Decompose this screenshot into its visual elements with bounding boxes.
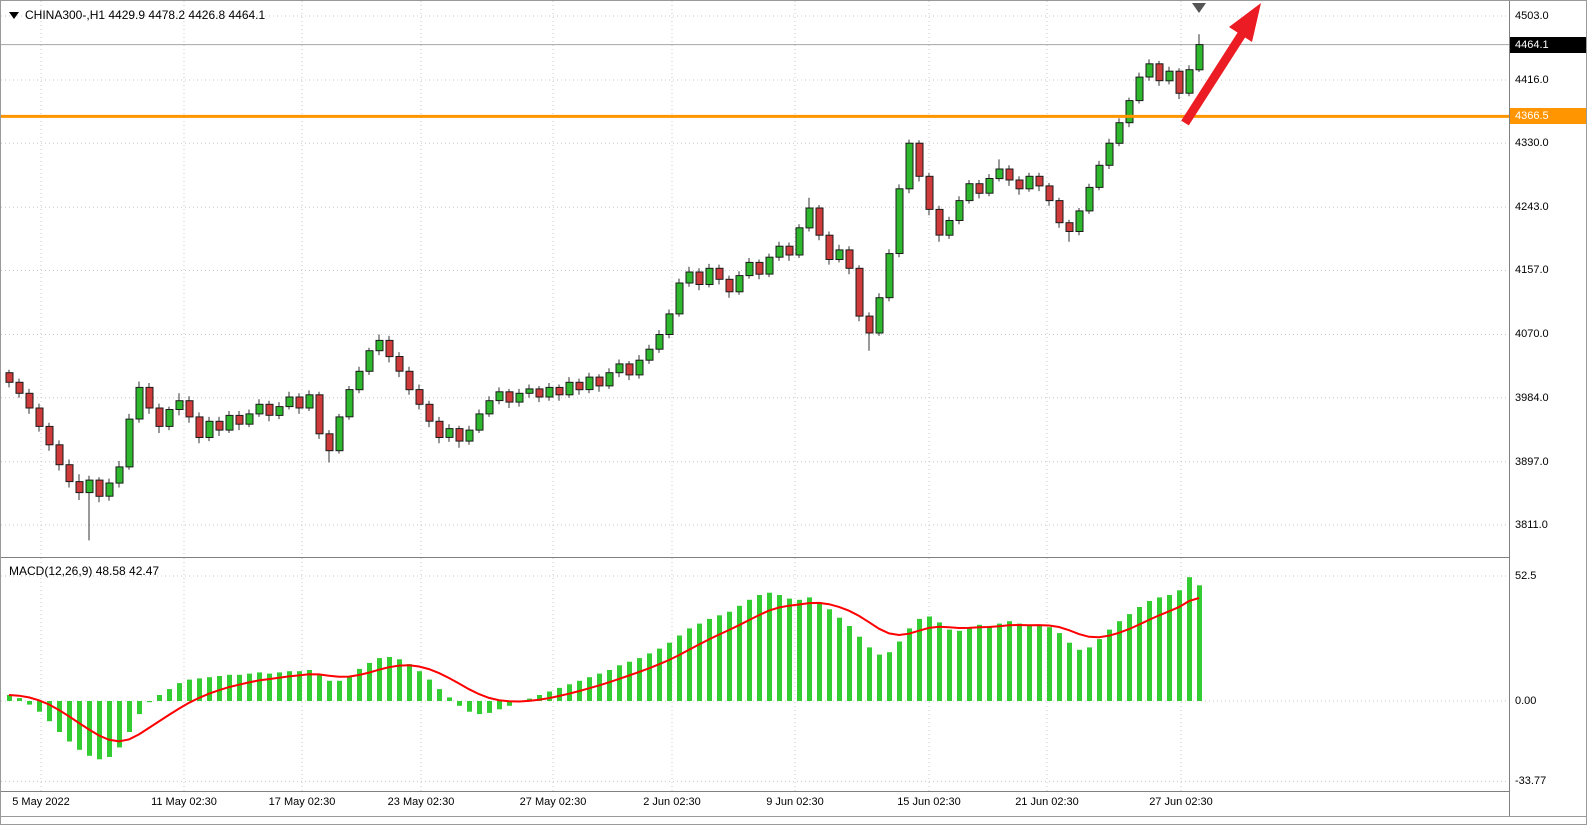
time-axis[interactable]: 5 May 2022 11 May 02:30 17 May 02:30 23 May…	[1, 792, 1586, 816]
price-axis-label: 4416.0	[1515, 74, 1549, 86]
price-axis-label: 3984.0	[1515, 392, 1549, 404]
price-axis[interactable]: 4503.0 4416.0 4330.0 4243.0 4157.0 4070.0 3984…	[1509, 1, 1586, 816]
time-axis-label: 27 Jun 02:30	[1149, 796, 1213, 808]
price-axis-label: 3811.0	[1515, 519, 1548, 531]
macd-axis-label: 0.00	[1515, 695, 1537, 707]
macd-plot-canvas[interactable]	[1, 558, 1509, 791]
symbol-ohlc-label: CHINA300-,H1 4429.9 4478.2 4426.8 4464.1	[25, 8, 266, 22]
price-axis-label: 4243.0	[1515, 201, 1549, 213]
macd-indicator-label: MACD(12,26,9) 48.58 42.47	[9, 564, 160, 578]
candlesticks	[5, 34, 1204, 541]
chart-shift-marker-icon[interactable]	[1192, 3, 1206, 13]
time-axis-label: 15 Jun 02:30	[897, 796, 961, 808]
current-price-badge: 4464.1	[1510, 37, 1586, 53]
trend-arrow[interactable]	[1181, 3, 1261, 126]
macd-grid-lines	[1, 558, 1509, 791]
macd-histogram	[7, 577, 1202, 760]
price-chart-panel[interactable]: CHINA300-,H1 4429.9 4478.2 4426.8 4464.1	[1, 1, 1509, 557]
time-axis-label: 27 May 02:30	[519, 796, 587, 808]
time-axis-label: 17 May 02:30	[268, 796, 336, 808]
time-axis-label: 2 Jun 02:30	[643, 796, 701, 808]
symbol-dropdown-icon[interactable]	[9, 11, 19, 19]
time-axis-separator	[1, 791, 1586, 792]
macd-panel[interactable]	[1, 558, 1509, 791]
price-axis-label: 4503.0	[1515, 10, 1549, 22]
price-axis-label: 4157.0	[1515, 264, 1549, 276]
symbol-header: CHINA300-,H1 4429.9 4478.2 4426.8 4464.1	[9, 8, 265, 22]
macd-axis-label: -33.77	[1515, 775, 1547, 787]
grid-lines	[1, 1, 1509, 557]
time-axis-label: 11 May 02:30	[151, 796, 217, 808]
macd-axis-label: 52.5	[1515, 570, 1537, 582]
price-axis-label: 4070.0	[1515, 328, 1549, 340]
price-plot-canvas[interactable]	[1, 1, 1509, 557]
time-axis-label: 5 May 2022	[12, 796, 70, 808]
panel-separator[interactable]	[1, 557, 1586, 558]
time-axis-label: 23 May 02:30	[387, 796, 455, 808]
time-axis-label: 21 Jun 02:30	[1015, 796, 1079, 808]
price-axis-label: 3897.0	[1515, 456, 1549, 468]
macd-signal-line	[8, 597, 1200, 743]
time-axis-label: 9 Jun 02:30	[766, 796, 824, 808]
hline-price-badge: 4366.5	[1510, 108, 1586, 124]
price-axis-label: 4330.0	[1515, 137, 1549, 149]
chart-bottom-edge	[1, 816, 1586, 817]
